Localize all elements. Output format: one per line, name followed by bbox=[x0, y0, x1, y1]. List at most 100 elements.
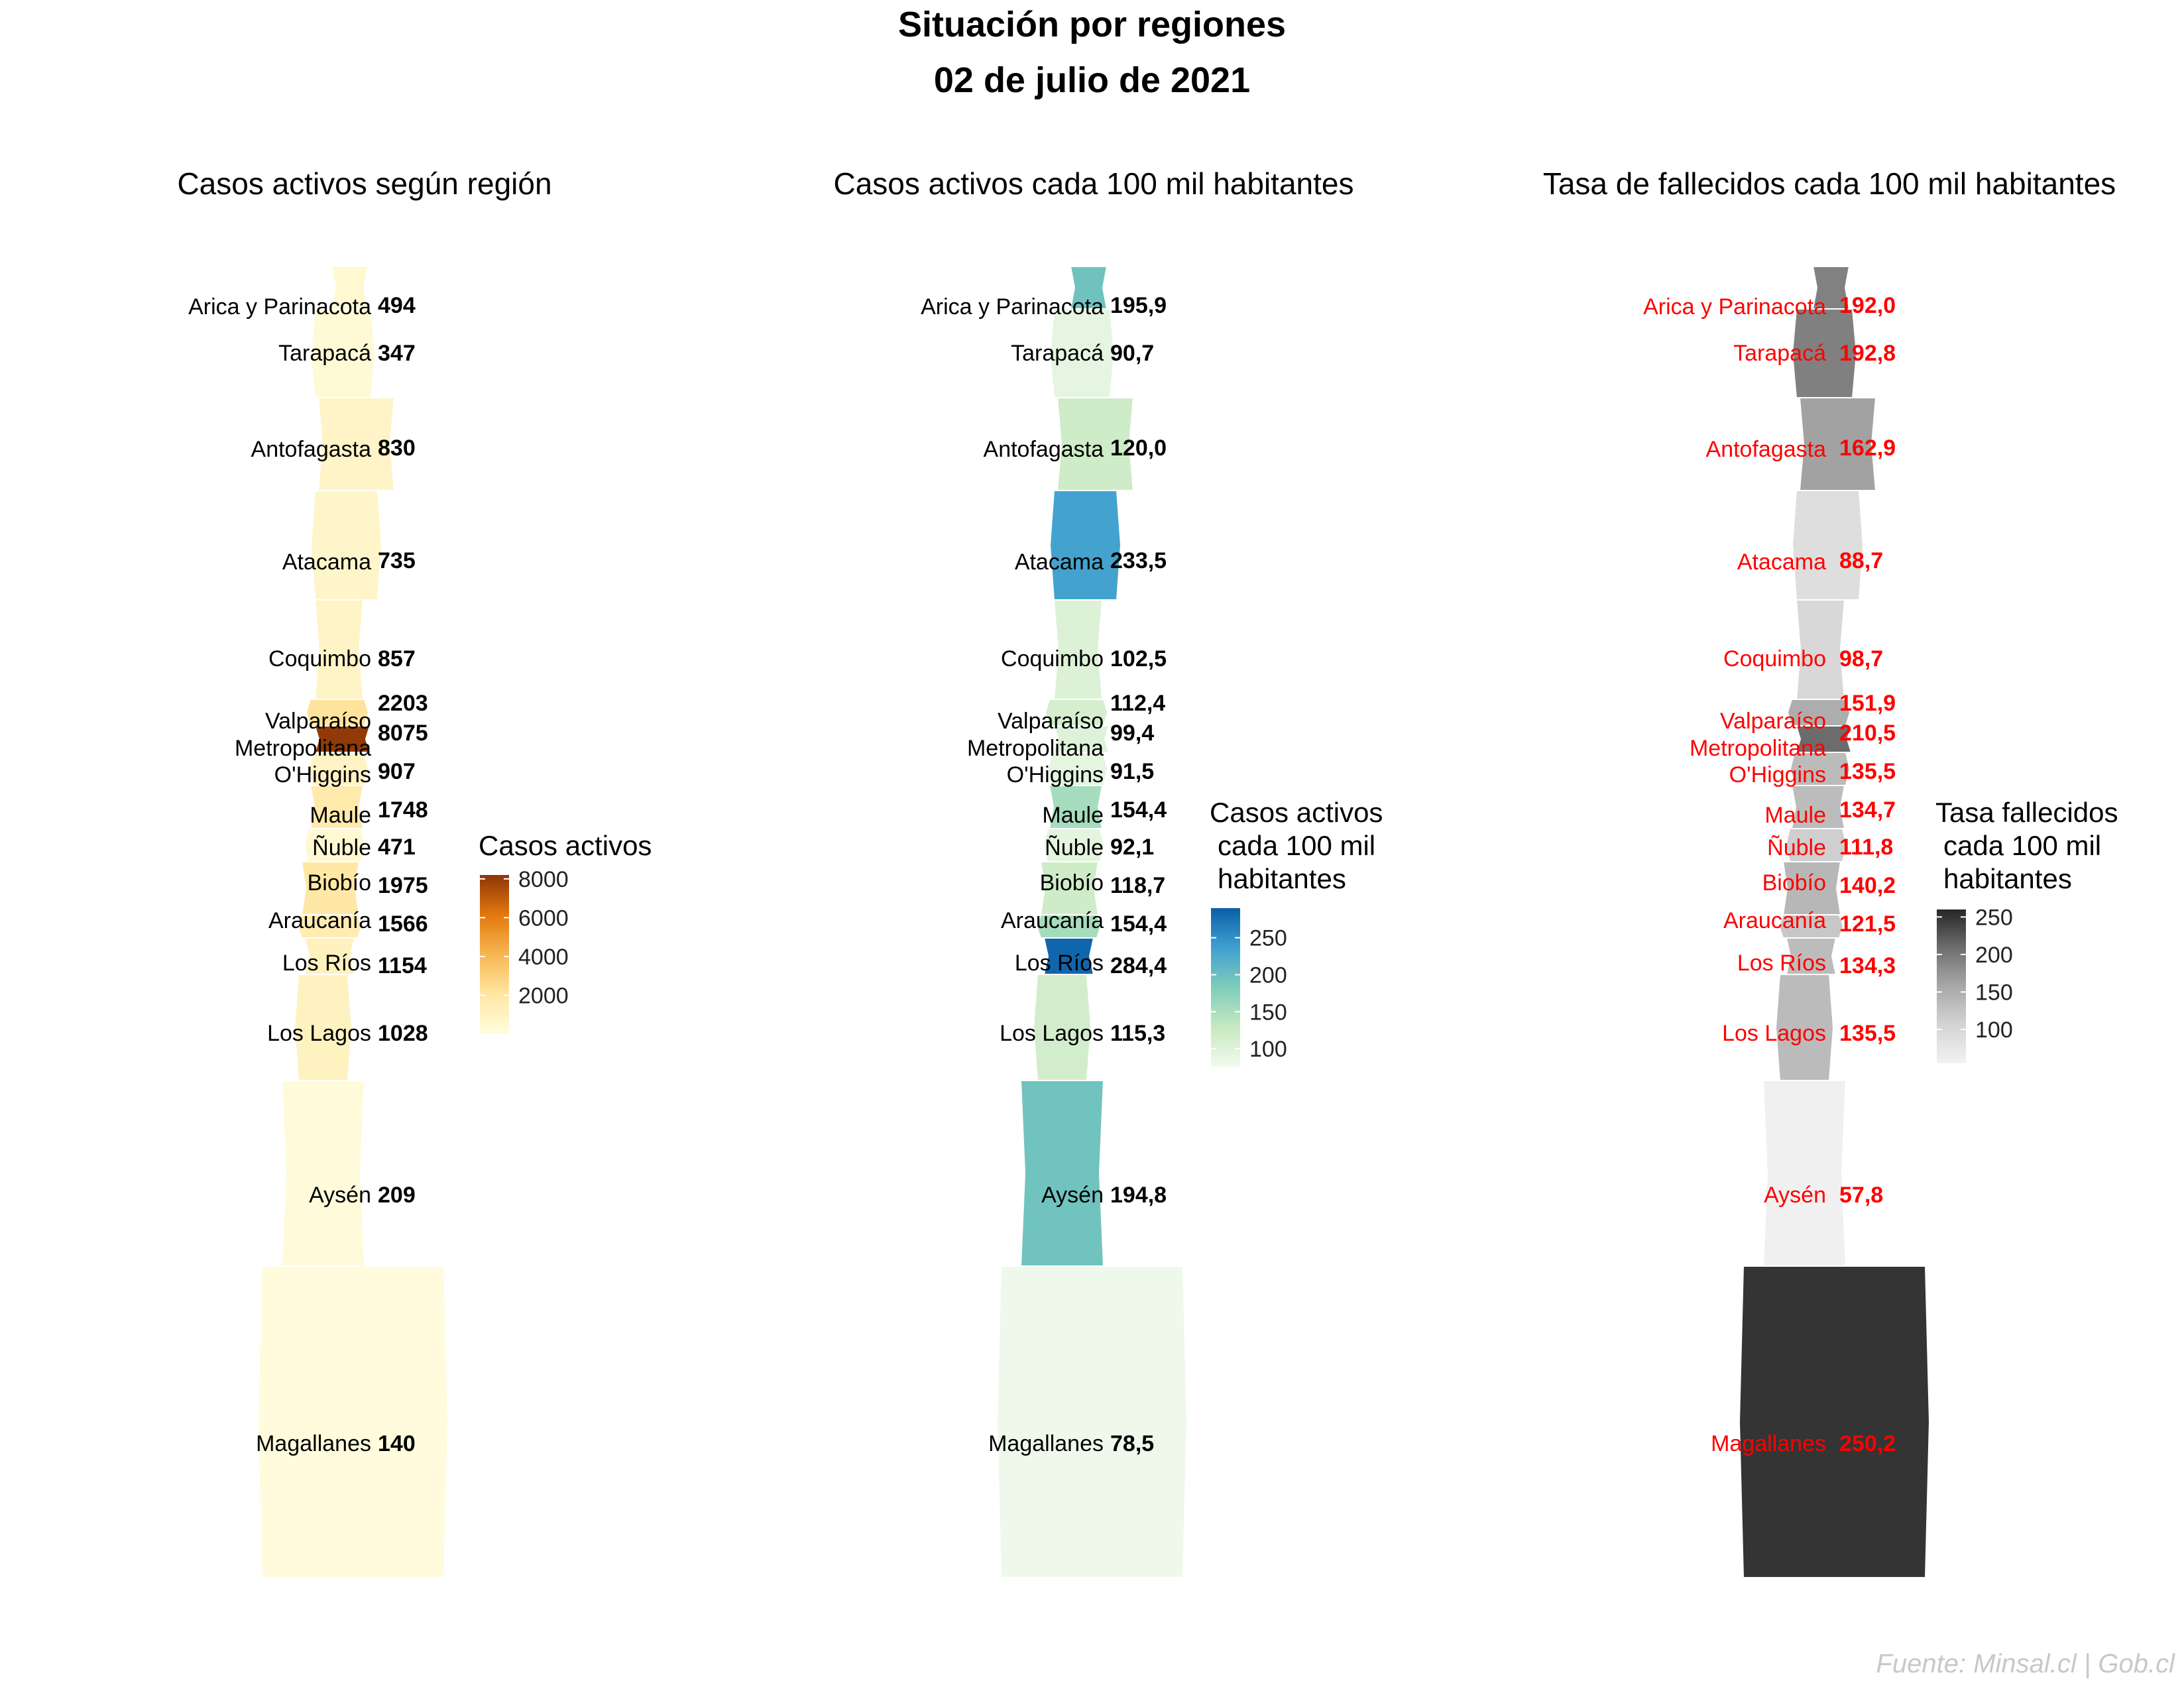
map-1: Arica y Parinacota 494 Tarapacá 347 Antofaga… bbox=[188, 266, 652, 1578]
region-name-label: Tarapacá bbox=[1011, 341, 1104, 366]
region-value-label: 121,5 bbox=[1839, 911, 1896, 937]
legend-colorbar bbox=[1937, 909, 1966, 1063]
region-value-label: 233,5 bbox=[1110, 548, 1167, 573]
region-los-rios bbox=[1785, 937, 1837, 975]
region-value-label: 209 bbox=[378, 1183, 416, 1208]
region-name-label: Magallanes bbox=[988, 1431, 1104, 1456]
region-name-label: Antofagasta bbox=[984, 437, 1104, 462]
region-value-label: 1975 bbox=[378, 873, 428, 898]
region-name-label: Valparaíso bbox=[1720, 709, 1826, 734]
region-name-label: Los Lagos bbox=[1000, 1021, 1104, 1046]
region-value-label: 111,8 bbox=[1839, 835, 1893, 860]
region-metropolitana bbox=[1795, 725, 1853, 753]
region-name-label: Biobío bbox=[1762, 870, 1826, 896]
legend-tick-label: 250 bbox=[1975, 905, 2013, 930]
region-name-label: Maule bbox=[310, 803, 371, 828]
region-value-label: 1154 bbox=[378, 953, 427, 978]
region-value-label: 210,5 bbox=[1839, 721, 1896, 746]
region-name-label: Los Lagos bbox=[1722, 1021, 1826, 1046]
region-value-label: 857 bbox=[378, 646, 416, 671]
map-3-title: Tasa de fallecidos cada 100 mil habitant… bbox=[1542, 166, 2116, 201]
map-1-title: Casos activos según región bbox=[177, 166, 552, 201]
region-name-label: O'Higgins bbox=[1007, 762, 1104, 787]
legend-title: Tasa fallecidos bbox=[1935, 797, 2118, 828]
region-name-label: Ñuble bbox=[1045, 835, 1104, 860]
region-name-label: Magallanes bbox=[1711, 1431, 1826, 1456]
region-name-label: Araucanía bbox=[268, 908, 371, 933]
region-value-label: 99,4 bbox=[1110, 721, 1154, 746]
region-name-label: Araucanía bbox=[1001, 908, 1104, 933]
region-nuble bbox=[303, 828, 367, 862]
region-value-label: 2203 bbox=[378, 691, 428, 716]
region-value-label: 135,5 bbox=[1839, 1021, 1896, 1046]
region-araucania bbox=[296, 914, 363, 939]
legend-colorbar bbox=[480, 875, 509, 1034]
region-maule bbox=[309, 785, 365, 829]
legend-tick-label: 150 bbox=[1249, 1000, 1287, 1025]
region-nuble bbox=[1042, 828, 1106, 862]
region-name-label: Arica y Parinacota bbox=[188, 294, 371, 320]
region-magallanes bbox=[257, 1265, 449, 1578]
region-name-label: Maule bbox=[1042, 803, 1104, 828]
region-value-label: 471 bbox=[378, 835, 416, 860]
figure-date: 02 de julio de 2021 bbox=[933, 60, 1251, 100]
region-biobio bbox=[1782, 861, 1842, 915]
region-name-label: Los Lagos bbox=[267, 1021, 371, 1046]
region-biobio bbox=[1039, 861, 1100, 915]
region-value-label: 134,3 bbox=[1839, 953, 1896, 978]
region-value-label: 112,4 bbox=[1110, 691, 1165, 716]
region-name-label: Coquimbo bbox=[1723, 646, 1826, 671]
region-name-label: Coquimbo bbox=[1001, 646, 1104, 671]
region-value-label: 347 bbox=[378, 341, 416, 366]
region-name-label: Antofagasta bbox=[251, 437, 372, 462]
region-name-label: Ñuble bbox=[312, 835, 371, 860]
region-name-label: Araucanía bbox=[1723, 908, 1826, 933]
region-name-label: Atacama bbox=[1015, 550, 1104, 575]
region-value-label: 118,7 bbox=[1110, 873, 1165, 898]
region-name-label: Los Ríos bbox=[1737, 951, 1826, 976]
figure-title: Situación por regiones bbox=[897, 5, 1287, 44]
legend-tick-label: 2000 bbox=[518, 983, 569, 1008]
region-name-label: Biobío bbox=[308, 870, 371, 896]
region-name-label: Antofagasta bbox=[1706, 437, 1827, 462]
region-value-label: 90,7 bbox=[1110, 341, 1154, 366]
legend-tick-label: 250 bbox=[1249, 926, 1287, 951]
region-araucania bbox=[1778, 914, 1845, 939]
region-name-label: Maule bbox=[1764, 803, 1826, 828]
region-name-label: Arica y Parinacota bbox=[1643, 294, 1826, 320]
region-value-label: 1748 bbox=[378, 797, 428, 823]
region-atacama bbox=[310, 490, 383, 601]
legend-tick-label: 200 bbox=[1249, 962, 1287, 988]
region-nuble bbox=[1784, 828, 1848, 862]
legend-colorbar bbox=[1211, 908, 1240, 1067]
region-value-label: 830 bbox=[378, 436, 416, 461]
region-araucania bbox=[1035, 914, 1102, 939]
legend-tick-label: 100 bbox=[1975, 1018, 2013, 1043]
region-value-label: 88,7 bbox=[1839, 548, 1883, 573]
region-value-label: 154,4 bbox=[1110, 911, 1167, 937]
region-antofagasta bbox=[1798, 397, 1877, 491]
region-value-label: 115,3 bbox=[1110, 1021, 1165, 1046]
region-aysen bbox=[1019, 1080, 1105, 1267]
legend-tick-label: 100 bbox=[1249, 1037, 1287, 1062]
region-value-label: 140,2 bbox=[1839, 873, 1896, 898]
region-value-label: 154,4 bbox=[1110, 797, 1167, 823]
region-name-label: Tarapacá bbox=[278, 341, 371, 366]
region-value-label: 151,9 bbox=[1839, 691, 1896, 716]
region-atacama bbox=[1049, 490, 1122, 601]
region-value-label: 8075 bbox=[378, 721, 428, 746]
region-metropolitana bbox=[314, 725, 371, 753]
legend-title: cada 100 mil bbox=[1943, 830, 2101, 861]
region-value-label: 1028 bbox=[378, 1021, 428, 1046]
region-value-label: 120,0 bbox=[1110, 436, 1167, 461]
map-3: Arica y Parinacota 192,0 Tarapacá 192,8 Anto… bbox=[1643, 266, 2118, 1578]
region-value-label: 162,9 bbox=[1839, 436, 1896, 461]
region-value-label: 194,8 bbox=[1110, 1183, 1167, 1208]
region-biobio bbox=[300, 861, 361, 915]
region-o-higgins bbox=[1789, 752, 1851, 786]
region-name-label: Arica y Parinacota bbox=[921, 294, 1104, 320]
region-value-label: 91,5 bbox=[1110, 759, 1154, 784]
region-value-label: 250,2 bbox=[1839, 1431, 1896, 1456]
